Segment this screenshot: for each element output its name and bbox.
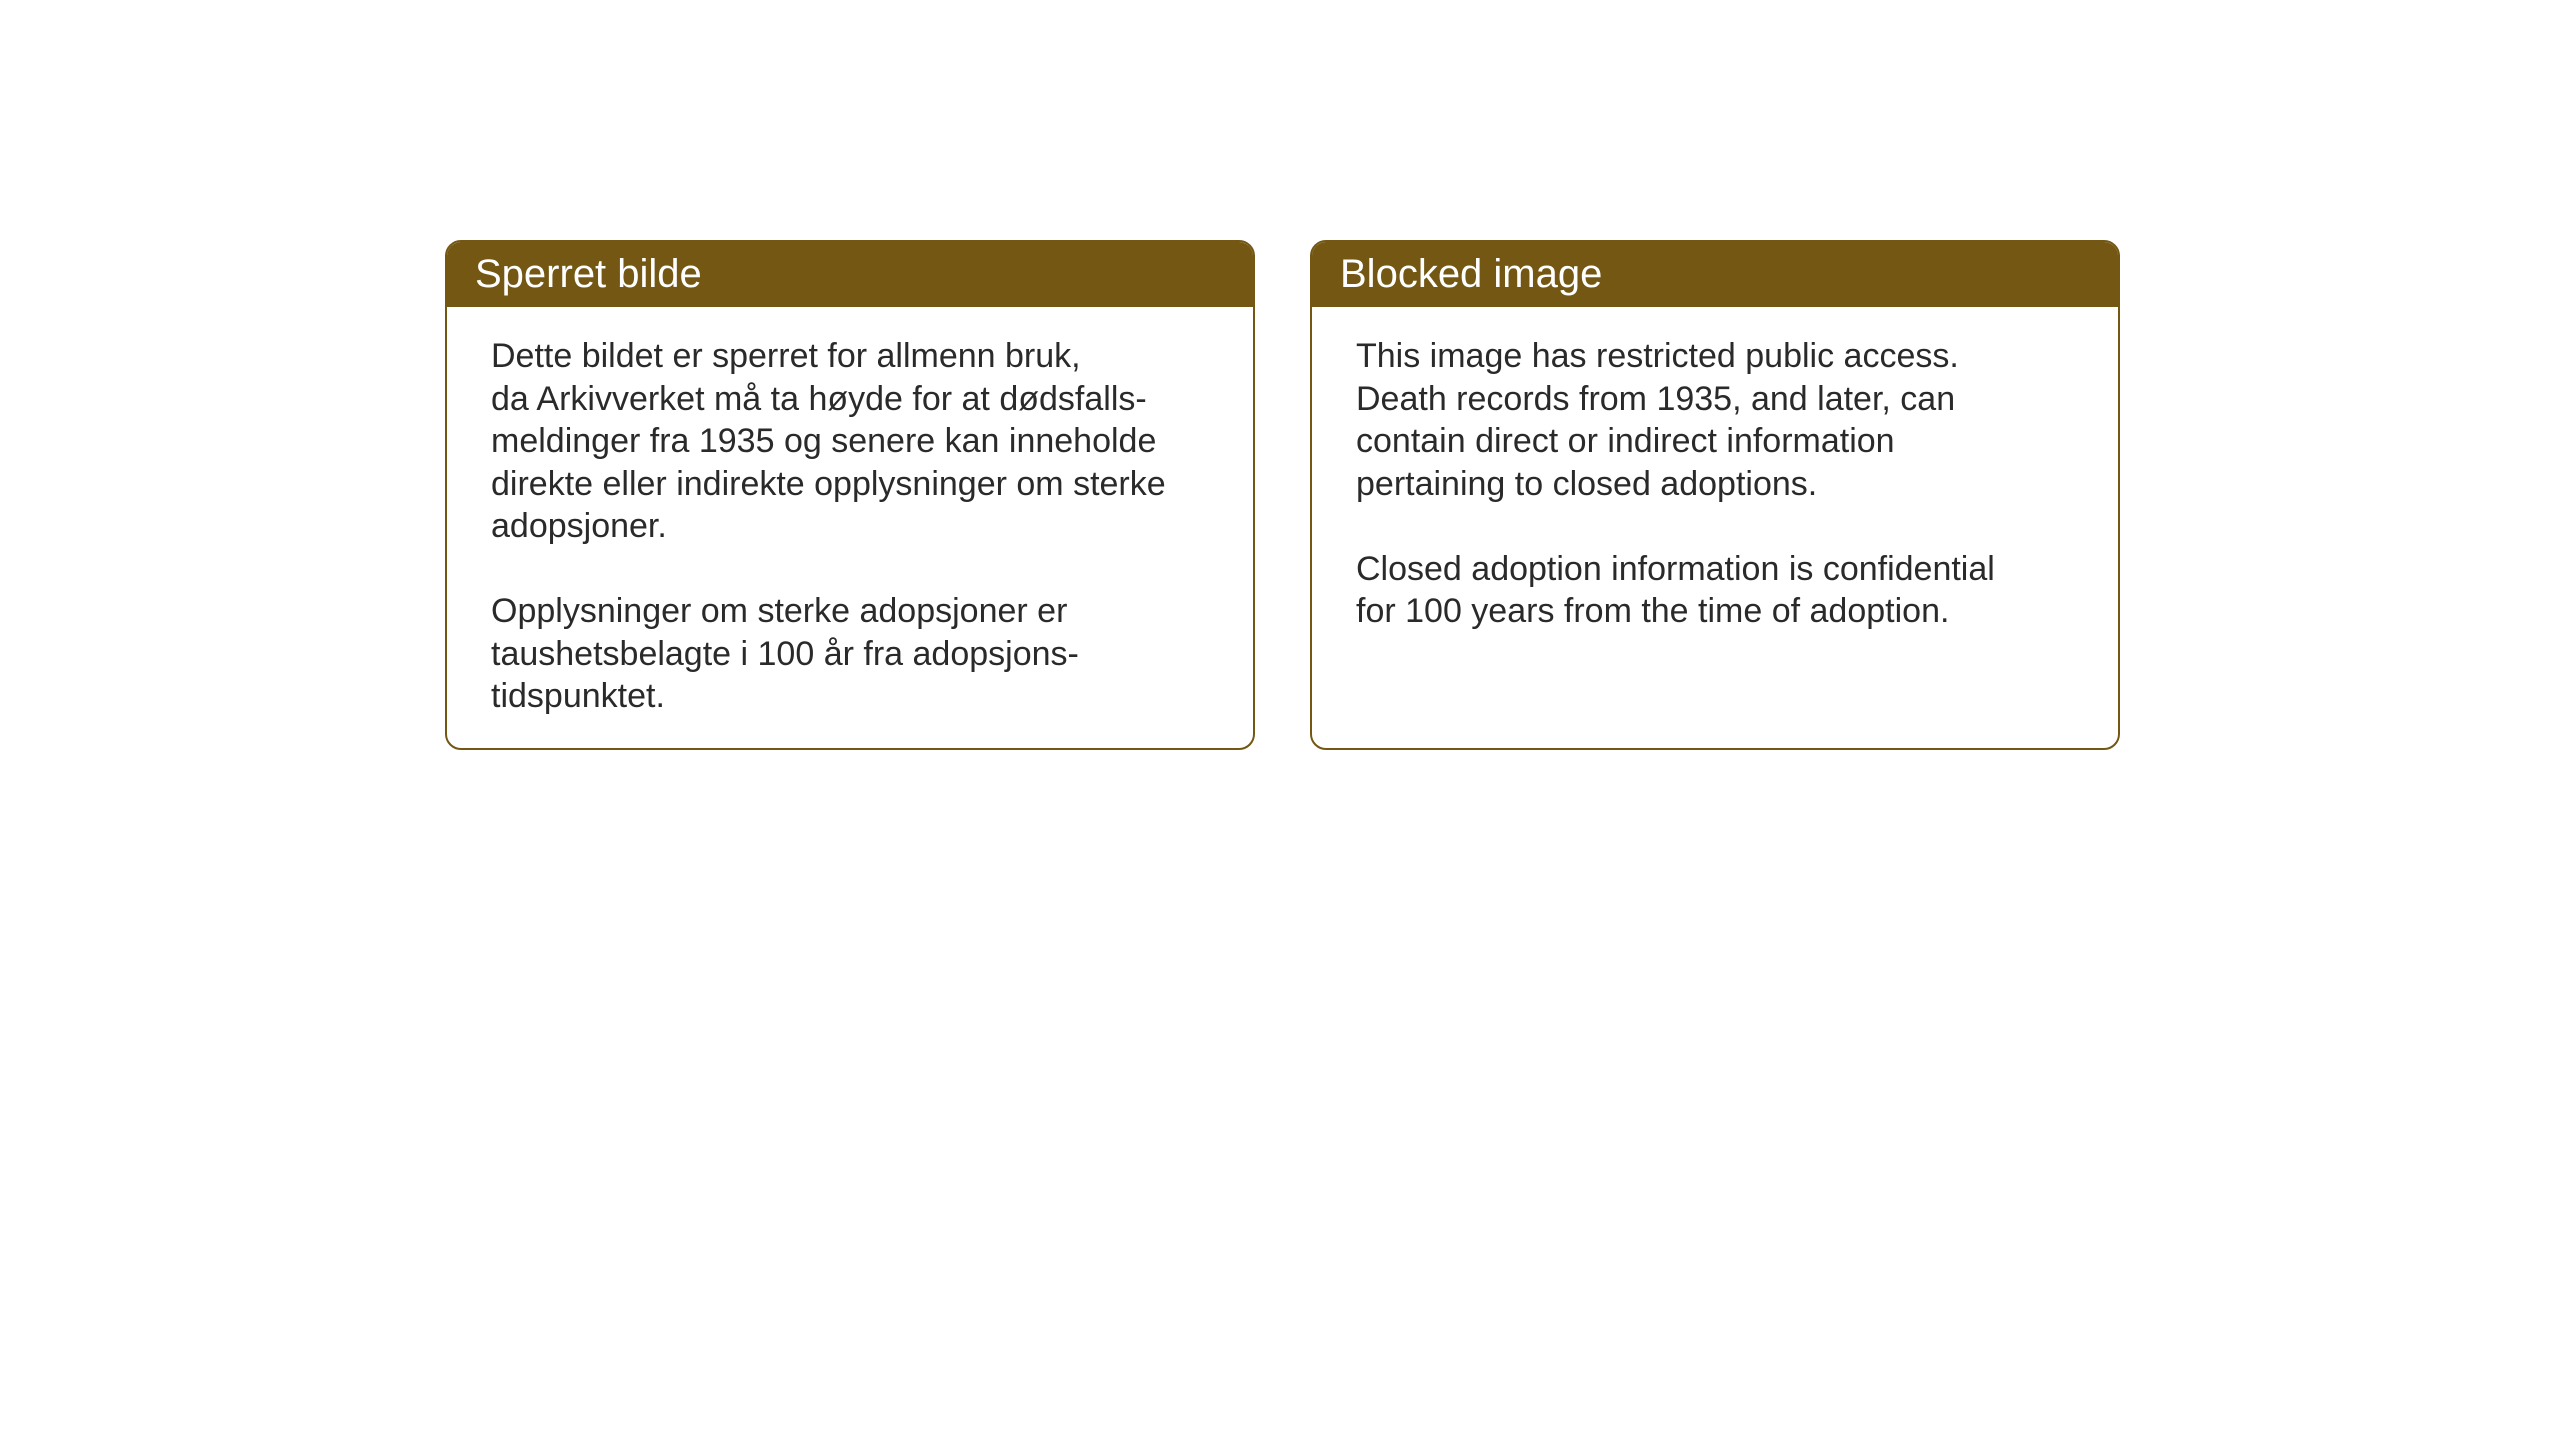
body-text-english: This image has restricted public access.… xyxy=(1356,335,2074,633)
body-text-norwegian: Dette bildet er sperret for allmenn bruk… xyxy=(491,335,1209,718)
card-body-english: This image has restricted public access.… xyxy=(1312,307,2118,673)
notice-card-english: Blocked image This image has restricted … xyxy=(1310,240,2120,750)
card-body-norwegian: Dette bildet er sperret for allmenn bruk… xyxy=(447,307,1253,750)
notice-card-norwegian: Sperret bilde Dette bildet er sperret fo… xyxy=(445,240,1255,750)
card-header-norwegian: Sperret bilde xyxy=(447,242,1253,307)
notice-container: Sperret bilde Dette bildet er sperret fo… xyxy=(445,240,2120,750)
card-header-english: Blocked image xyxy=(1312,242,2118,307)
